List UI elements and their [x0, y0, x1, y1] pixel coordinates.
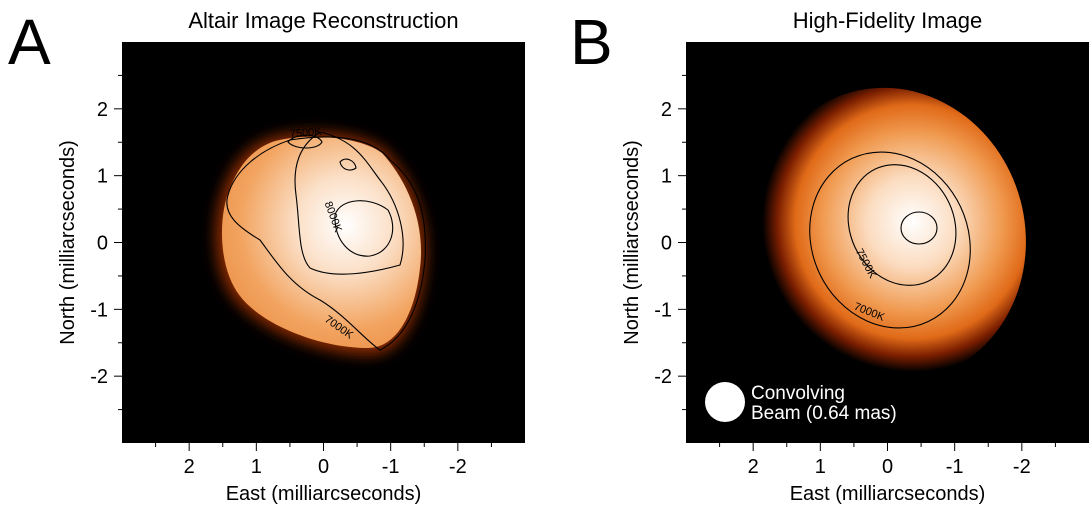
x-tick-label: 2: [748, 456, 759, 478]
y-tick-label: -1: [654, 299, 672, 321]
x-axis-label: East (milliarcseconds): [790, 483, 986, 505]
x-tick-label: -1: [946, 456, 964, 478]
beam: [705, 382, 745, 422]
panel-b-image: [686, 42, 1089, 443]
y-tick-label: 1: [97, 166, 108, 188]
chart-title: High-Fidelity Image: [793, 8, 983, 33]
panel-label: A: [8, 6, 51, 78]
chart-title: Altair Image Reconstruction: [188, 8, 458, 33]
x-tick-label: -1: [382, 456, 400, 478]
x-tick-label: 1: [815, 456, 826, 478]
figure: A Altair Image Reconstruction East (millia…: [0, 0, 1089, 512]
y-tick-label: 0: [97, 233, 108, 255]
panel-a-image: [122, 42, 525, 443]
x-tick-label: 0: [318, 456, 329, 478]
y-tick-label: -1: [90, 299, 108, 321]
beam-label: Beam (0.64 mas): [751, 403, 897, 424]
x-axis-label: East (milliarcseconds): [226, 483, 422, 505]
panel-label: B: [570, 6, 613, 78]
y-tick-label: 1: [661, 166, 672, 188]
y-tick-label: 0: [661, 233, 672, 255]
y-tick-label: 2: [97, 99, 108, 121]
y-axis-label: North (milliarcseconds): [57, 140, 79, 345]
y-tick-label: 2: [661, 99, 672, 121]
x-tick-label: 2: [184, 456, 195, 478]
beam-label: Convolving: [751, 383, 845, 404]
x-tick-label: -2: [1013, 456, 1031, 478]
x-tick-label: 0: [882, 456, 893, 478]
y-axis-label: North (milliarcseconds): [621, 140, 643, 345]
x-tick-label: 1: [251, 456, 262, 478]
x-tick-label: -2: [449, 456, 467, 478]
y-tick-label: -2: [90, 366, 108, 388]
y-tick-label: -2: [654, 366, 672, 388]
